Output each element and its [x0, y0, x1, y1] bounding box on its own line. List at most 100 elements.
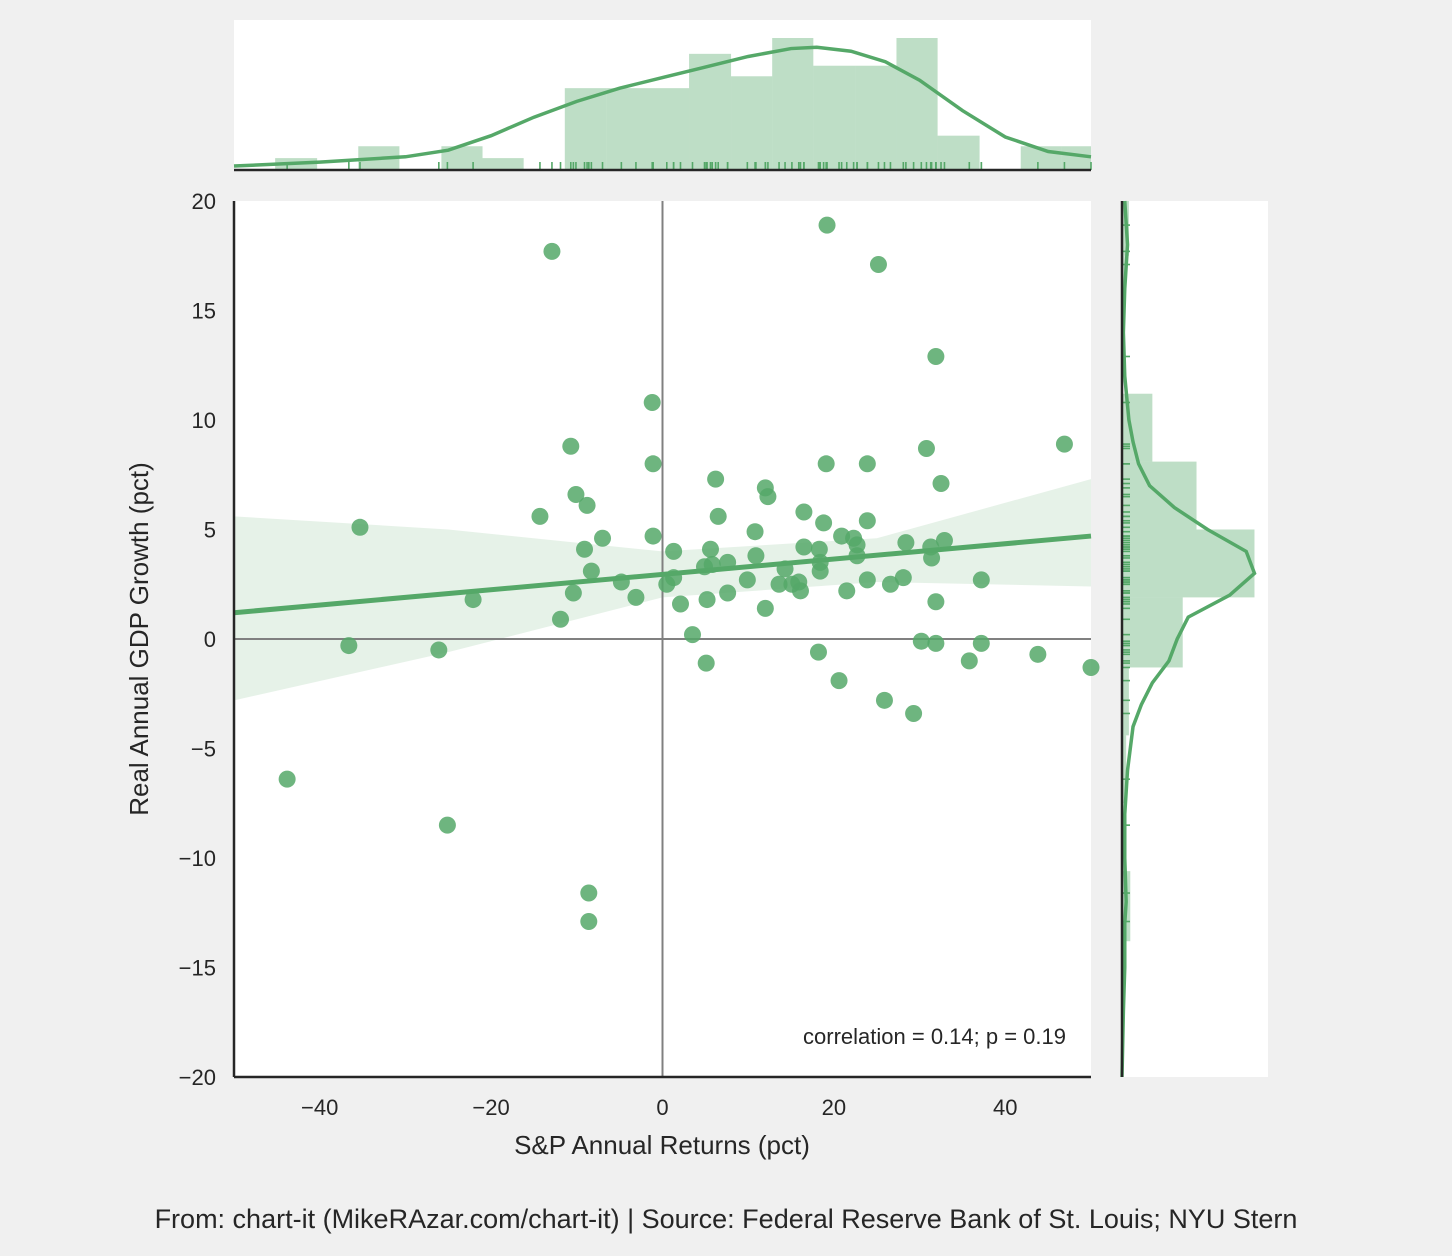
scatter-point [671, 595, 689, 613]
scatter-point [464, 591, 482, 609]
scatter-point [858, 571, 876, 589]
scatter-point [562, 437, 580, 455]
x-tick-label: −20 [472, 1095, 509, 1120]
scatter-point [932, 475, 950, 493]
scatter-point [580, 884, 598, 902]
scatter-point [1082, 658, 1100, 676]
scatter-point [697, 654, 715, 672]
scatter-point [543, 242, 561, 260]
scatter-point [810, 540, 828, 558]
x-histogram-bar [855, 65, 897, 170]
scatter-point [738, 571, 756, 589]
scatter-point [756, 599, 774, 617]
scatter-point [582, 562, 600, 580]
x-kde-curve [233, 45, 1092, 168]
y-tick-label: 0 [204, 627, 216, 652]
x-histogram-bar [896, 38, 938, 170]
scatter-point [770, 575, 788, 593]
scatter-point [747, 547, 765, 565]
scatter-point [972, 634, 990, 652]
y-histogram-bar [1122, 597, 1183, 668]
x-histogram-bar [1061, 146, 1091, 170]
y-tick-label: 10 [192, 408, 216, 433]
y-histogram-bar [1122, 735, 1127, 804]
regression-line-layer [233, 533, 1092, 616]
scatter-point [795, 538, 813, 556]
scatter-point [340, 637, 358, 655]
y-tick-label: −5 [191, 737, 216, 762]
x-histogram-bar [606, 88, 648, 170]
y-histogram-bar [1122, 529, 1255, 598]
scatter-point [795, 503, 813, 521]
scatter-point [683, 626, 701, 644]
scatter-point [552, 610, 570, 628]
y-marginal-distribution [1120, 200, 1257, 1078]
x-histogram-bar [813, 65, 856, 170]
scatter-point [644, 455, 662, 473]
scatter-point [818, 216, 836, 234]
y-tick-label: −15 [179, 956, 216, 981]
scatter-point [935, 531, 953, 549]
scatter-point [927, 593, 945, 611]
regression-line [233, 533, 1092, 616]
reference-lines [234, 201, 1091, 1077]
scatter-point [567, 485, 585, 503]
scatter-point [564, 584, 582, 602]
x-tick-labels: −40 −20 0 20 40 [301, 1095, 1018, 1120]
scatter-point [430, 641, 448, 659]
scatter-point [881, 575, 899, 593]
scatter-point [278, 770, 296, 788]
main-scatter-plot [233, 201, 1100, 1077]
scatter-point [643, 393, 661, 411]
top-marginal-area [234, 20, 1091, 170]
scatter-point [709, 507, 727, 525]
scatter-point [576, 540, 594, 558]
y-tick-label: 5 [204, 518, 216, 543]
scatter-point [905, 704, 923, 722]
scatter-point [707, 470, 725, 488]
scatter-point [759, 488, 777, 506]
scatter-point [746, 523, 764, 541]
scatter-point [719, 584, 737, 602]
x-histogram-bar [647, 88, 690, 170]
y-kde-curve [1120, 200, 1257, 1078]
scatter-point [644, 527, 662, 545]
scatter-point [917, 439, 935, 457]
scatter-point [858, 512, 876, 530]
x-tick-label: 40 [993, 1095, 1017, 1120]
scatter-point [665, 542, 683, 560]
correlation-annotation: correlation = 0.14; p = 0.19 [803, 1024, 1066, 1049]
x-tick-label: −40 [301, 1095, 338, 1120]
scatter-point [594, 529, 612, 547]
x-histogram-bar [564, 88, 607, 170]
source-footer: From: chart-it (MikeRAzar.com/chart-it) … [155, 1204, 1298, 1234]
x-marginal-distribution [233, 38, 1092, 171]
scatter-point [531, 507, 549, 525]
y-tick-label: −10 [179, 846, 216, 871]
scatter-point [627, 588, 645, 606]
scatter-points [278, 216, 1100, 931]
scatter-point [875, 691, 893, 709]
scatter-point [438, 816, 456, 834]
scatter-point [791, 582, 809, 600]
scatter-point [927, 634, 945, 652]
scatter-point [698, 591, 716, 609]
x-histogram-bar [689, 53, 732, 171]
scatter-point [817, 455, 835, 473]
scatter-point [960, 652, 978, 670]
scatter-point [811, 562, 829, 580]
x-histogram-bar [441, 146, 483, 170]
scatter-point [972, 571, 990, 589]
scatter-point [923, 549, 941, 567]
x-histogram-bar [731, 76, 773, 170]
y-histogram-bar [1122, 667, 1129, 736]
x-axis-title: S&P Annual Returns (pct) [514, 1130, 810, 1160]
scatter-point [815, 514, 833, 532]
scatter-point [809, 643, 827, 661]
y-tick-label: 20 [192, 189, 216, 214]
x-tick-label: 20 [822, 1095, 846, 1120]
scatter-point [578, 496, 596, 514]
x-histogram-bar [772, 38, 814, 170]
scatter-point [912, 632, 930, 650]
